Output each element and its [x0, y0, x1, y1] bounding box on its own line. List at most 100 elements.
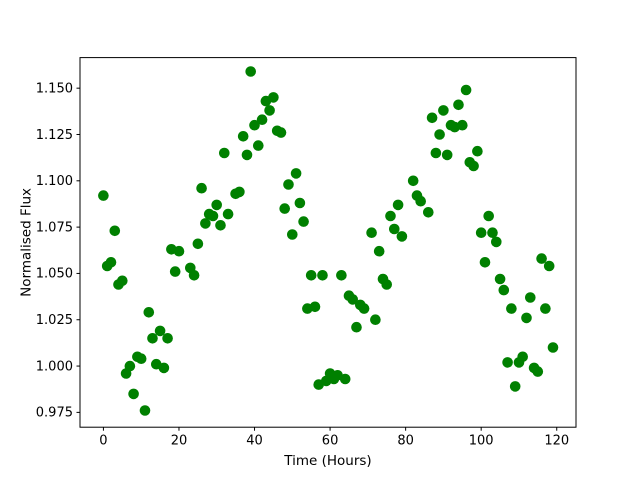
- data-point: [249, 119, 260, 131]
- data-point: [215, 220, 226, 231]
- data-point: [317, 270, 328, 281]
- y-tick-label: 1.100: [36, 174, 73, 189]
- data-point: [169, 266, 181, 277]
- data-point: [139, 405, 151, 416]
- data-point: [147, 333, 158, 344]
- data-point: [98, 190, 109, 201]
- data-point: [547, 342, 559, 353]
- data-point: [252, 140, 264, 151]
- data-point: [468, 160, 479, 172]
- data-point: [128, 388, 139, 400]
- y-tick-label: 1.075: [36, 220, 73, 235]
- data-point: [234, 186, 245, 198]
- x-tick-label: 40: [246, 434, 263, 449]
- scatter-points: [98, 66, 559, 416]
- plot-frame: [79, 57, 577, 428]
- data-point: [154, 325, 166, 337]
- data-point: [294, 197, 306, 209]
- data-point: [188, 270, 200, 281]
- data-point: [487, 227, 498, 238]
- data-point: [268, 92, 279, 103]
- data-point: [457, 119, 468, 131]
- data-point: [502, 357, 513, 368]
- x-tick-label: 0: [99, 434, 107, 449]
- data-point: [219, 147, 230, 159]
- data-point: [385, 210, 396, 222]
- data-point: [241, 149, 253, 161]
- data-point: [222, 208, 234, 220]
- data-point: [290, 168, 302, 179]
- data-point: [483, 210, 495, 222]
- data-point: [540, 303, 551, 314]
- x-tick-label: 120: [544, 434, 569, 449]
- data-point: [479, 257, 491, 268]
- data-point: [532, 366, 544, 377]
- data-point: [256, 114, 268, 125]
- data-point: [279, 203, 291, 214]
- data-point: [453, 99, 464, 111]
- data-point: [389, 223, 400, 235]
- data-point: [475, 227, 487, 238]
- data-point: [521, 312, 532, 324]
- x-tick-label: 60: [322, 434, 339, 449]
- data-point: [351, 321, 362, 333]
- data-point: [494, 273, 506, 285]
- x-tick-label: 100: [469, 434, 494, 449]
- data-point: [441, 149, 453, 161]
- data-point: [366, 227, 377, 238]
- data-point: [109, 225, 121, 237]
- data-point: [173, 245, 185, 257]
- data-point: [426, 112, 438, 124]
- data-point: [298, 216, 309, 227]
- data-point: [392, 199, 404, 211]
- data-point: [407, 175, 419, 187]
- data-point: [135, 353, 147, 365]
- data-point: [200, 218, 211, 229]
- data-point: [347, 294, 359, 305]
- x-axis-label: Time (Hours): [283, 453, 371, 469]
- data-point: [472, 145, 483, 157]
- data-point: [143, 307, 155, 318]
- y-tick-label: 1.050: [36, 267, 73, 282]
- data-point: [245, 66, 256, 77]
- data-point: [460, 84, 472, 96]
- y-tick-label: 1.125: [36, 128, 73, 143]
- data-point: [509, 381, 521, 392]
- data-point: [517, 351, 528, 363]
- y-tick-label: 0.975: [36, 406, 73, 421]
- data-point: [192, 238, 204, 250]
- data-point: [275, 127, 287, 138]
- data-point: [434, 129, 445, 140]
- data-point: [373, 245, 385, 257]
- data-point: [309, 301, 321, 313]
- data-point: [370, 314, 381, 326]
- data-point: [305, 270, 317, 281]
- x-axis-ticks: 0 20 40 60 80 100 120: [99, 427, 569, 449]
- data-point: [105, 257, 117, 268]
- data-point: [396, 231, 408, 242]
- y-tick-label: 1.150: [36, 81, 73, 96]
- data-point: [283, 179, 294, 190]
- data-point: [124, 360, 136, 372]
- data-point: [536, 253, 547, 264]
- y-tick-label: 1.025: [36, 313, 73, 328]
- data-point: [336, 270, 347, 281]
- data-point: [543, 260, 555, 272]
- y-axis-label: Normalised Flux: [19, 188, 35, 297]
- data-point: [287, 229, 298, 240]
- data-point: [423, 207, 434, 218]
- data-point: [381, 279, 393, 290]
- x-tick-label: 20: [171, 434, 188, 449]
- data-point: [506, 303, 517, 314]
- data-point: [158, 362, 170, 374]
- data-point: [498, 284, 510, 296]
- y-axis-ticks: 0.975 1.000 1.025 1.050 1.075 1.100 1.125 1.150: [36, 81, 80, 421]
- data-point: [491, 236, 502, 248]
- data-point: [525, 292, 536, 303]
- data-point: [415, 195, 427, 207]
- data-point: [358, 303, 370, 314]
- data-point: [430, 147, 442, 159]
